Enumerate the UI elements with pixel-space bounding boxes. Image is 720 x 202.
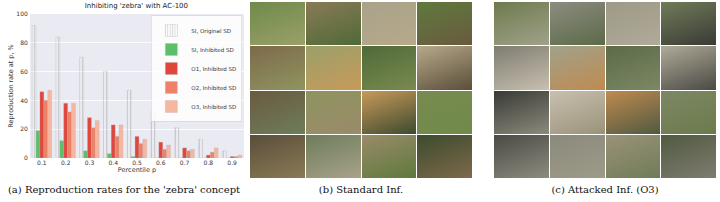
svg-text:0: 0 bbox=[24, 154, 28, 161]
svg-text:0.5: 0.5 bbox=[132, 159, 142, 166]
svg-text:0.4: 0.4 bbox=[108, 159, 118, 166]
svg-text:O2, Inhibited SD: O2, Inhibited SD bbox=[191, 85, 236, 91]
svg-text:0.9: 0.9 bbox=[227, 159, 237, 166]
svg-text:0.1: 0.1 bbox=[37, 159, 47, 166]
html-text:(a) Reproduction rates for the: (a) Reproduction rates for the 'zebra' c… bbox=[7, 184, 241, 195]
svg-text:0.8: 0.8 bbox=[204, 159, 214, 166]
svg-text:O3, Inhibited SD: O3, Inhibited SD bbox=[191, 104, 236, 110]
svg-text:20: 20 bbox=[20, 125, 28, 132]
svg-text:0.7: 0.7 bbox=[180, 159, 190, 166]
svg-text:0.6: 0.6 bbox=[156, 159, 166, 166]
svg-text:100: 100 bbox=[16, 10, 28, 17]
svg-text:80: 80 bbox=[20, 39, 28, 46]
html-text:(b) Standard Inf.: (b) Standard Inf. bbox=[318, 184, 404, 195]
svg-text:0.3: 0.3 bbox=[85, 159, 95, 166]
svg-text:Inhibiting 'zebra' with AC-100: Inhibiting 'zebra' with AC-100 bbox=[85, 2, 188, 10]
svg-text:SI, Original SD: SI, Original SD bbox=[191, 28, 231, 35]
svg-text:Percentile p: Percentile p bbox=[118, 166, 156, 174]
svg-text:0.2: 0.2 bbox=[61, 159, 71, 166]
svg-text:SI, Inhibited SD: SI, Inhibited SD bbox=[191, 47, 233, 53]
svg-text:60: 60 bbox=[20, 68, 28, 75]
svg-text:40: 40 bbox=[20, 97, 28, 104]
svg-text:Reproduction rate at p, %: Reproduction rate at p, % bbox=[7, 44, 15, 128]
svg-text:O1, Inhibited SD: O1, Inhibited SD bbox=[191, 66, 236, 72]
html-text:(c) Attacked Inf. (O3): (c) Attacked Inf. (O3) bbox=[551, 184, 659, 195]
